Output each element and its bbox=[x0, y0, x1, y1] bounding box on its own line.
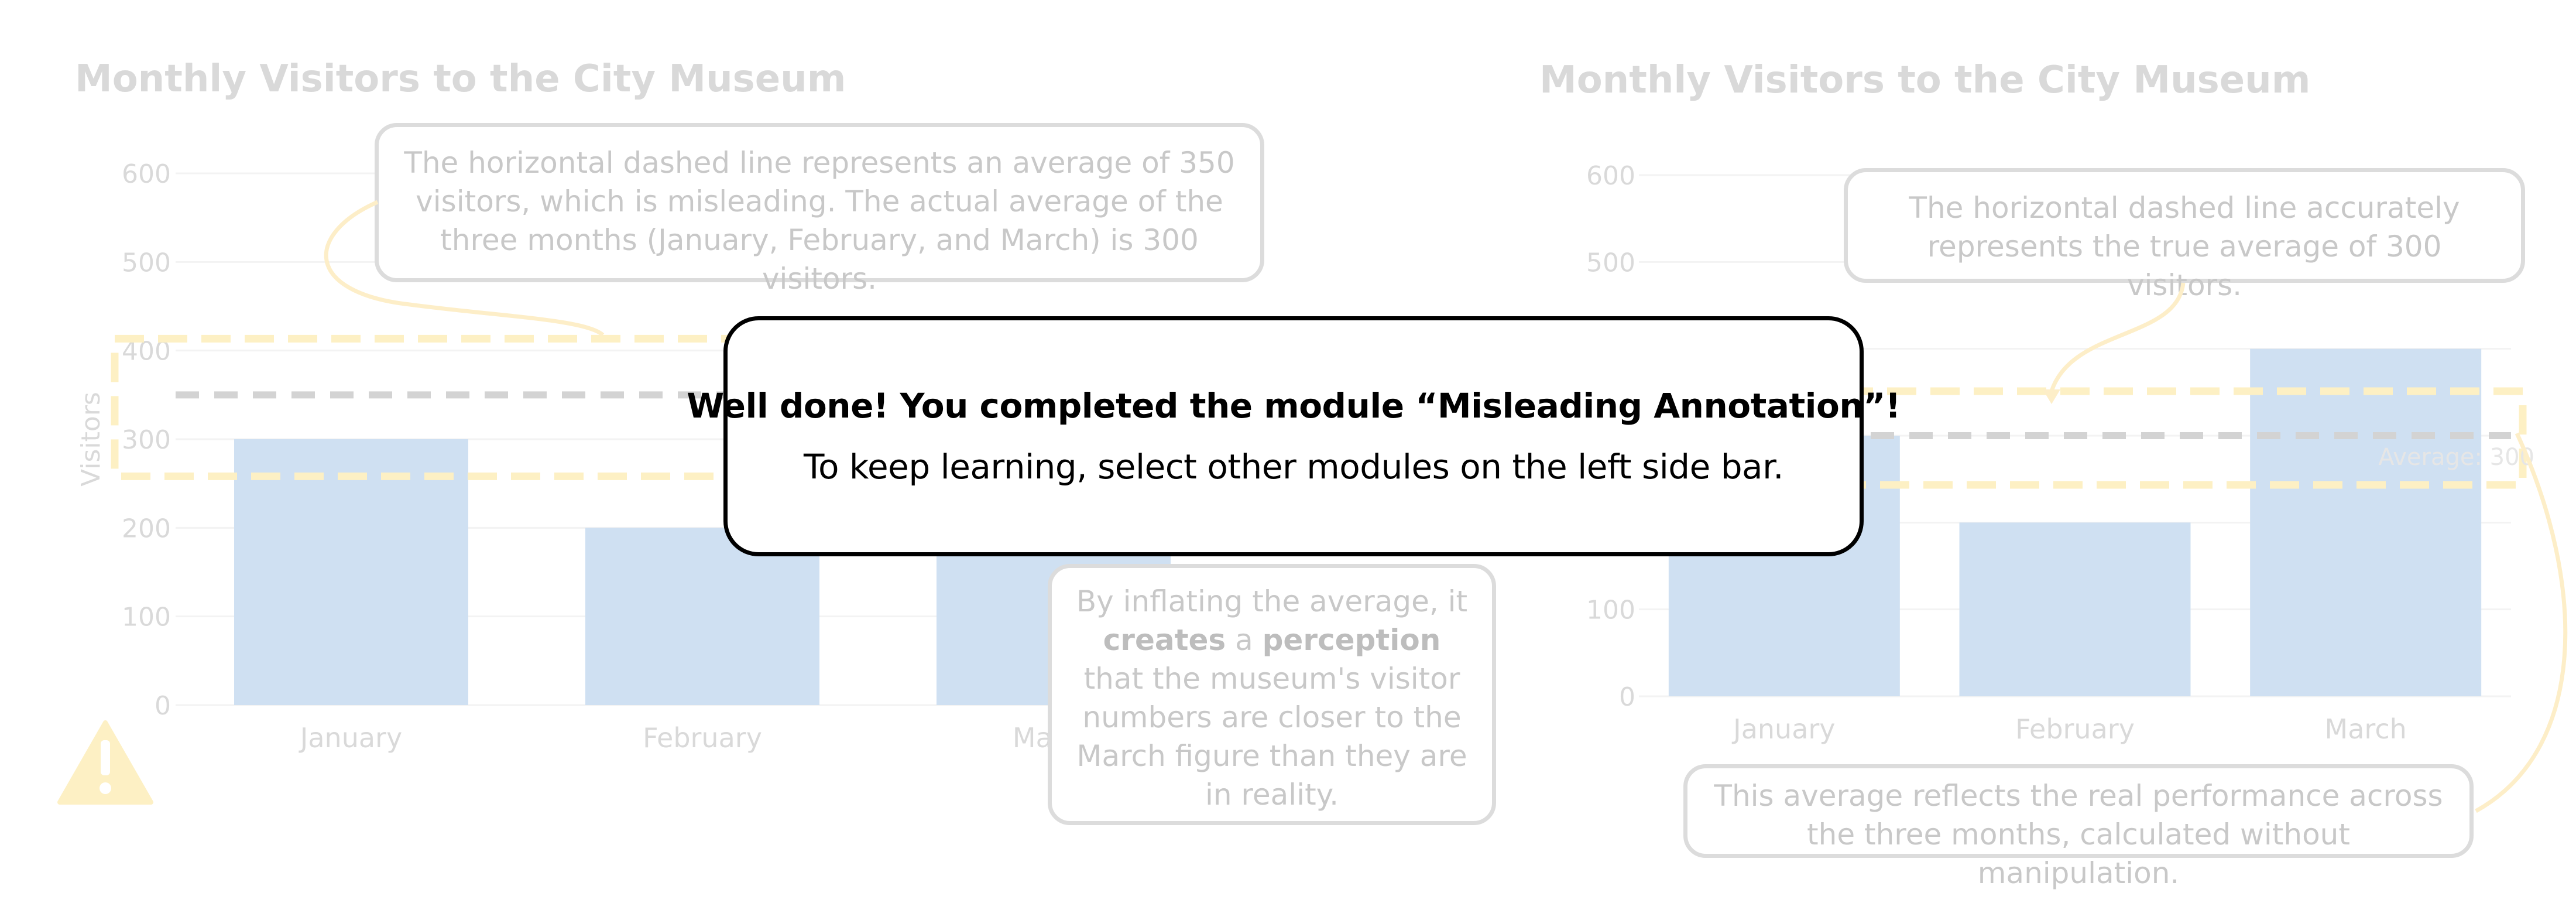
right-chart-x-tick-label: January bbox=[1731, 713, 1835, 745]
right-chart-y-tick-label: 500 bbox=[1586, 248, 1635, 278]
right-chart-x-tick-label: February bbox=[2015, 713, 2135, 745]
left-callout-side: By inflating the average, it creates a p… bbox=[1048, 564, 1496, 825]
left-chart-bar-february bbox=[585, 528, 819, 705]
emphasis-perception: perception bbox=[1262, 623, 1441, 657]
warning-triangle-icon bbox=[57, 720, 153, 805]
emphasis-creates: creates bbox=[1103, 623, 1226, 657]
left-chart-x-tick-label: January bbox=[299, 722, 402, 754]
right-chart-average-label: Average: 300 bbox=[2378, 444, 2534, 471]
completion-modal: Well done! You completed the module “Mis… bbox=[687, 316, 1901, 556]
left-chart-y-tick-label: 500 bbox=[122, 248, 171, 278]
right-callout-bottom: This average reflects the real performan… bbox=[1683, 764, 2474, 890]
left-chart-x-tick-label: February bbox=[643, 722, 762, 754]
left-chart-bar-january bbox=[234, 439, 468, 705]
left-chart-y-tick-label: 100 bbox=[122, 603, 171, 632]
right-chart-bar-march bbox=[2250, 348, 2482, 696]
right-chart-y-tick-label: 600 bbox=[1586, 161, 1635, 191]
left-chart-title: Monthly Visitors to the City Museum bbox=[75, 57, 846, 101]
modal-message: To keep learning, select other modules o… bbox=[803, 447, 1784, 487]
left-chart-y-tick-label: 600 bbox=[122, 159, 171, 189]
left-chart-y-axis-label: Visitors bbox=[76, 392, 106, 487]
left-chart-y-tick-label: 200 bbox=[122, 514, 171, 543]
right-chart-bar-february bbox=[1959, 522, 2191, 696]
right-callout-top: The horizontal dashed line accurately re… bbox=[1844, 168, 2525, 302]
left-callout-top: The horizontal dashed line represents an… bbox=[375, 123, 1264, 296]
modal-title: Well done! You completed the module “Mis… bbox=[687, 386, 1901, 426]
right-connector-curve bbox=[2049, 282, 2186, 392]
right-chart-title: Monthly Visitors to the City Museum bbox=[1539, 59, 2311, 102]
left-chart-highlight-box bbox=[111, 334, 739, 480]
left-chart-y-tick-label: 300 bbox=[122, 425, 171, 455]
left-chart-y-tick-label: 0 bbox=[155, 691, 171, 721]
right-connector-arrowhead bbox=[2043, 389, 2060, 404]
right-callout-bottom-text: This average reflects the real performan… bbox=[1714, 779, 2443, 890]
right-chart-y-tick-label: 0 bbox=[1619, 682, 1635, 712]
right-chart-x-tick-label: March bbox=[2325, 713, 2407, 745]
left-connector-curve bbox=[324, 200, 605, 337]
left-callout-top-text: The horizontal dashed line represents an… bbox=[404, 146, 1235, 296]
right-chart-y-tick-label: 100 bbox=[1586, 596, 1635, 625]
right-side-connector-curve bbox=[2475, 432, 2568, 813]
